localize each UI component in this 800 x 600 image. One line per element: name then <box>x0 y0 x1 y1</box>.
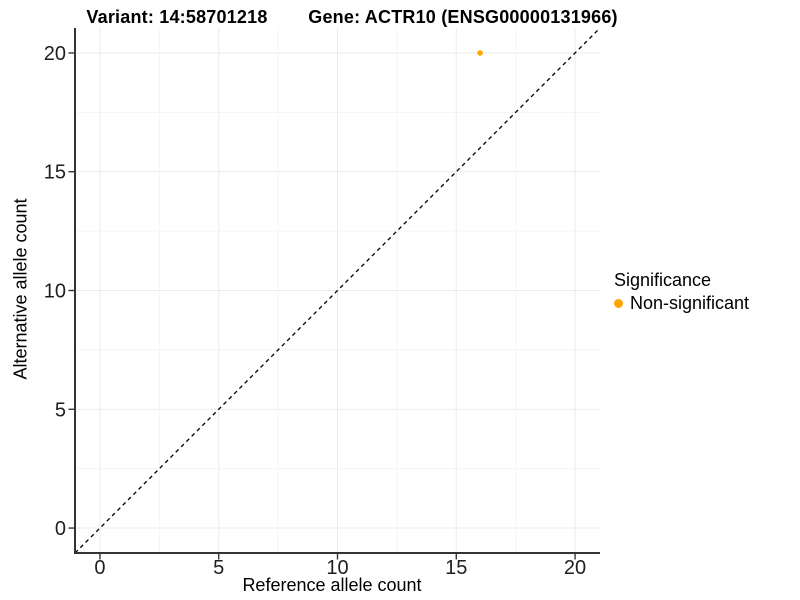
data-point <box>477 50 483 56</box>
legend-key-circle-icon <box>614 299 623 308</box>
y-tick-label: 15 <box>44 162 66 184</box>
x-tick-label: 0 <box>94 557 105 579</box>
variant-title: Variant: 14:58701218 <box>86 7 268 27</box>
y-tick-label: 20 <box>44 43 66 65</box>
y-tick-label: 5 <box>55 399 66 421</box>
y-tick-label: 10 <box>44 281 66 303</box>
gene-title: Gene: ACTR10 (ENSG00000131966) <box>308 7 618 27</box>
legend-title: Significance <box>614 270 712 290</box>
identity-line <box>74 27 601 554</box>
x-tick-label: 5 <box>213 557 224 579</box>
x-tick-label: 20 <box>564 557 586 579</box>
x-tick-label: 10 <box>326 557 348 579</box>
legend-entry-label: Non-significant <box>630 293 750 313</box>
legend: Significance Non-significant <box>614 271 749 312</box>
x-tick-label: 15 <box>445 557 467 579</box>
y-tick-label: 0 <box>55 518 66 540</box>
y-axis-title: Alternative allele count <box>10 198 31 380</box>
x-axis-title: Reference allele count <box>242 575 422 595</box>
legend-entry: Non-significant <box>614 293 750 313</box>
